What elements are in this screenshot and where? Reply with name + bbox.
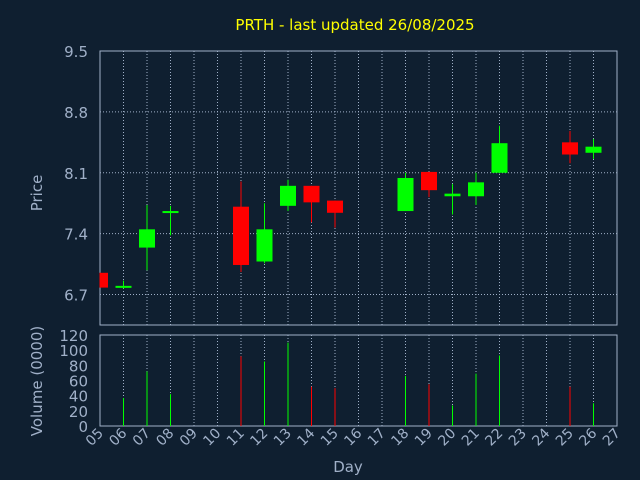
- candle-body: [115, 285, 132, 288]
- price-axis-label: Price: [28, 175, 46, 212]
- price-tick-label: 6.7: [64, 287, 88, 305]
- candle-body: [585, 146, 602, 153]
- candle-body: [162, 211, 179, 214]
- candle-body: [100, 272, 108, 288]
- candle-body: [256, 229, 273, 262]
- volume-tick-label: 60: [69, 373, 88, 391]
- volume-tick-label: 20: [69, 403, 88, 421]
- candle-body: [468, 182, 484, 197]
- candle-body: [397, 177, 414, 212]
- candle-body: [280, 185, 296, 206]
- candle-body: [491, 143, 508, 173]
- volume-tick-label: 0: [78, 418, 88, 436]
- volume-tick-label: 120: [59, 327, 88, 345]
- candle-body: [233, 206, 249, 265]
- volume-tick-label: 80: [69, 357, 88, 375]
- price-tick-label: 9.5: [64, 43, 88, 61]
- chart-title: PRTH - last updated 26/08/2025: [235, 16, 474, 34]
- candle-body: [139, 229, 155, 248]
- candle-body: [303, 185, 320, 203]
- candle-body: [421, 171, 437, 191]
- price-tick-label: 8.1: [64, 165, 88, 183]
- price-panel: 6.7 7.4 8.1 8.8 9.5: [64, 43, 618, 326]
- price-tick-label: 8.8: [64, 104, 88, 122]
- candle-body: [562, 142, 578, 155]
- candle-body: [327, 200, 343, 213]
- x-axis-label: Day: [333, 458, 363, 476]
- candle-body: [444, 193, 461, 197]
- x-axis: 05 06 07 08 09 10 11 12 13 14 15 16 17 18 19 20 21 22 23 24…: [83, 425, 624, 449]
- price-tick-label: 7.4: [64, 226, 88, 244]
- volume-axis-label: Volume (0000): [28, 326, 46, 436]
- volume-tick-label: 40: [69, 388, 88, 406]
- volume-tick-label: 100: [59, 342, 88, 360]
